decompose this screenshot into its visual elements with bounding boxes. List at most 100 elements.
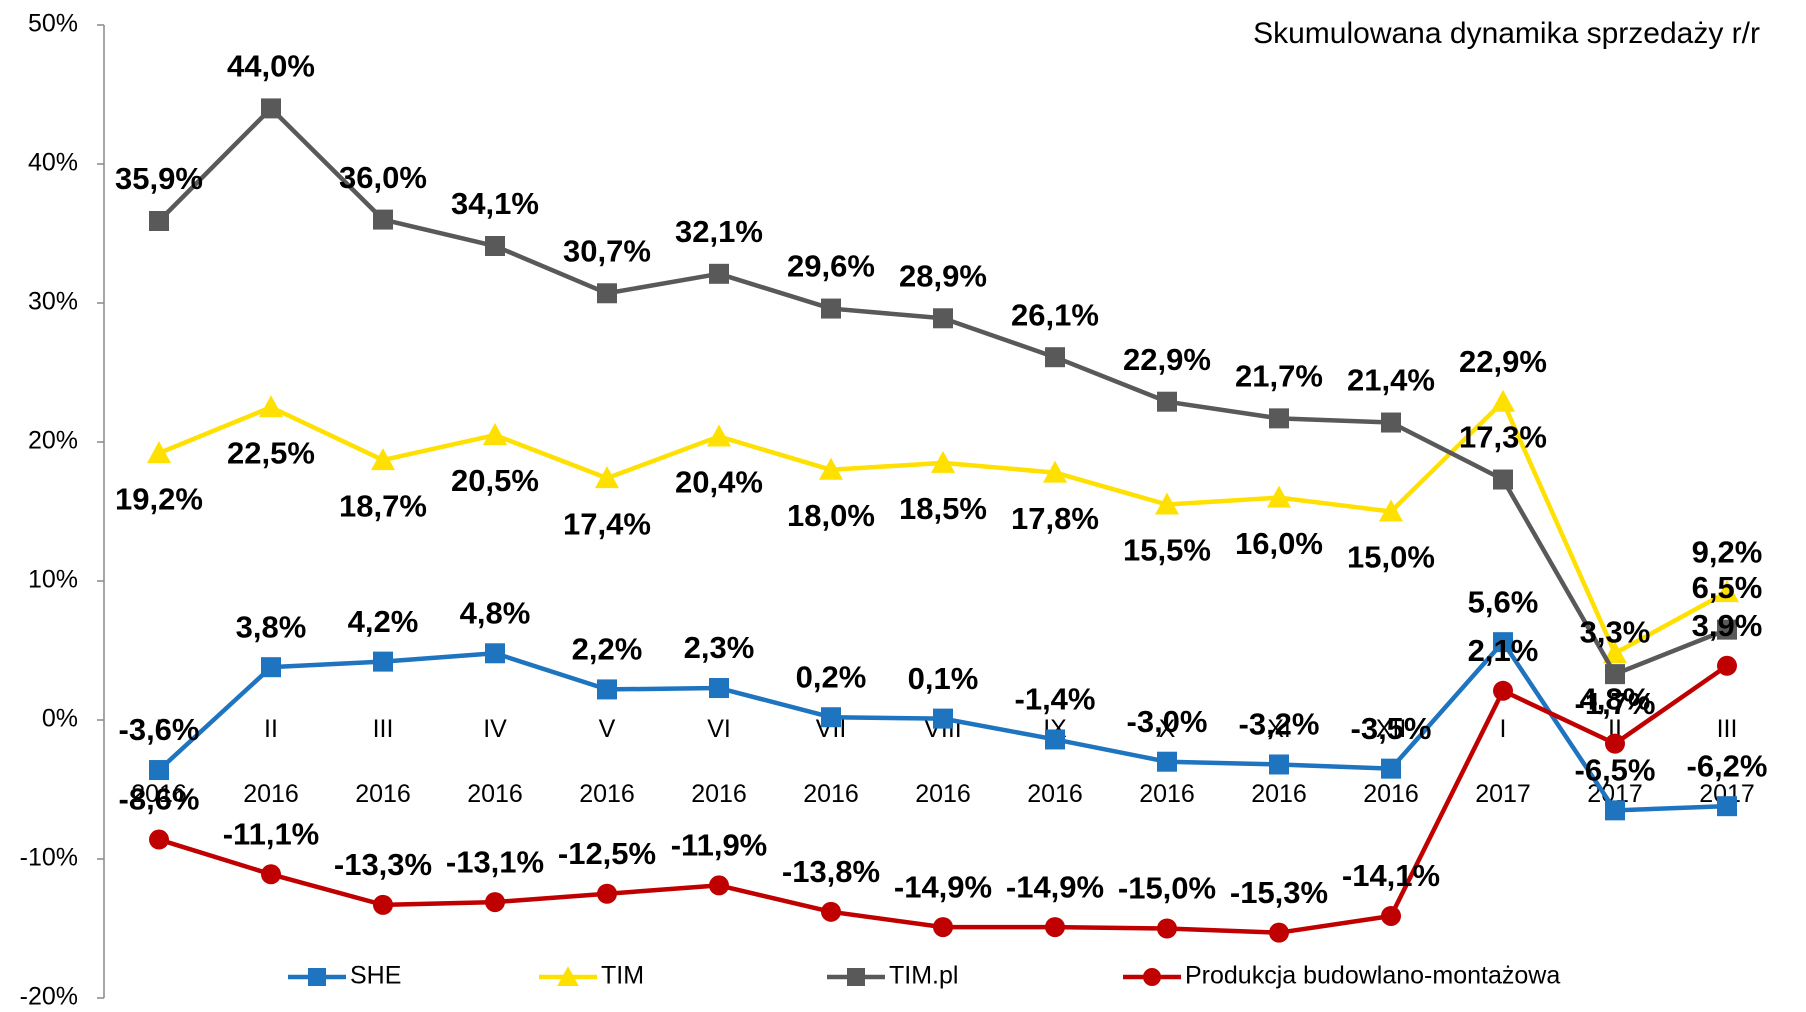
data-label: 22,5% xyxy=(227,435,315,470)
data-label: -15,0% xyxy=(1118,871,1216,906)
data-label: 26,1% xyxy=(1011,297,1099,332)
marker xyxy=(149,760,169,781)
y-tick-label: 30% xyxy=(28,288,78,316)
data-label: 2,1% xyxy=(1468,633,1539,668)
x-tick-label: II 2016 xyxy=(243,715,299,808)
marker xyxy=(261,864,281,885)
x-tick-label: XI 2016 xyxy=(1251,715,1307,808)
x-tick-label: IV 2016 xyxy=(467,715,523,808)
legend-label: SHE xyxy=(350,962,401,990)
data-label: -3,2% xyxy=(1239,707,1320,742)
marker xyxy=(819,457,843,480)
data-label: 21,7% xyxy=(1235,359,1323,394)
marker xyxy=(933,308,953,329)
data-label: 17,3% xyxy=(1459,420,1547,455)
x-tick-label: VII 2016 xyxy=(803,715,859,808)
data-label: 5,6% xyxy=(1468,584,1539,619)
marker xyxy=(147,441,171,464)
data-label: 6,5% xyxy=(1692,570,1763,605)
marker xyxy=(1157,391,1177,412)
marker xyxy=(1605,664,1625,685)
marker xyxy=(1269,754,1289,775)
y-tick-label: 10% xyxy=(28,566,78,594)
y-tick-label: -10% xyxy=(20,844,78,872)
data-label: 4,8% xyxy=(460,595,531,630)
data-label: 15,0% xyxy=(1347,540,1435,575)
marker xyxy=(709,678,729,699)
labels: -3,6% 3,8% 4,2% 4,8% 2,2% 2,3% 0,2% 0,1% -1,4% -3… xyxy=(115,49,1767,910)
marker xyxy=(1715,580,1739,603)
marker xyxy=(1717,655,1737,676)
marker xyxy=(1043,460,1067,483)
y-tick-label: 50% xyxy=(28,10,78,38)
data-label: 36,0% xyxy=(339,160,427,195)
x-tick-label: X 2016 xyxy=(1139,715,1195,808)
data-label: 4,8% xyxy=(1580,681,1651,716)
data-label: 18,7% xyxy=(339,488,427,523)
data-label: -8,6% xyxy=(119,782,200,817)
marker xyxy=(485,643,505,664)
marker xyxy=(597,883,617,904)
legend-marker xyxy=(308,968,326,986)
data-label: 28,9% xyxy=(899,258,987,293)
data-label: 16,0% xyxy=(1235,526,1323,561)
marker xyxy=(821,298,841,319)
legend-label: Produkcja budowlano-montażowa xyxy=(1185,962,1560,990)
y-tick-label: 20% xyxy=(28,427,78,455)
chart-title: Skumulowana dynamika sprzedaży r/r xyxy=(1253,17,1760,50)
data-label: -3,0% xyxy=(1127,704,1208,739)
data-label: 2,3% xyxy=(684,630,755,665)
marker xyxy=(149,210,169,231)
marker xyxy=(1155,492,1179,515)
data-label: 17,8% xyxy=(1011,501,1099,536)
marker xyxy=(1605,800,1625,821)
data-label: 35,9% xyxy=(115,161,203,196)
y-tick-label: 0% xyxy=(42,705,78,733)
legend: SHE TIM TIM.pl Produkcja budowlano-montażow… xyxy=(288,962,1560,990)
x-tick-label: III 2016 xyxy=(355,715,411,808)
legend-label: TIM xyxy=(601,962,644,990)
data-label: -3,6% xyxy=(119,712,200,747)
marker xyxy=(1493,632,1513,653)
marker xyxy=(1267,485,1291,508)
legend-marker xyxy=(847,968,865,986)
x-tick-label: V 2016 xyxy=(579,715,635,808)
data-label: -14,9% xyxy=(1006,869,1104,904)
data-label: 22,9% xyxy=(1459,344,1547,379)
data-label: -3,5% xyxy=(1351,711,1432,746)
data-label: -14,9% xyxy=(894,869,992,904)
marker xyxy=(597,679,617,700)
data-label: -1,7% xyxy=(1575,686,1656,721)
marker xyxy=(1381,905,1401,926)
marker xyxy=(373,209,393,230)
data-label: -14,1% xyxy=(1342,858,1440,893)
data-label: 34,1% xyxy=(451,186,539,221)
marker xyxy=(1157,918,1177,939)
data-label: -6,5% xyxy=(1575,753,1656,788)
marker xyxy=(373,651,393,672)
marker xyxy=(1379,499,1403,522)
marker xyxy=(261,657,281,678)
axes: -20% -10% 0% 10% 20% 30% 40% 50% I 2016 II 2016 III 2… xyxy=(20,10,1755,1011)
marker xyxy=(1493,469,1513,490)
y-tick-label: -20% xyxy=(20,983,78,1011)
marker xyxy=(1157,751,1177,772)
x-tick-label: IX 2016 xyxy=(1027,715,1083,808)
data-label: 15,5% xyxy=(1123,533,1211,568)
marker xyxy=(485,892,505,913)
data-label: -1,4% xyxy=(1015,682,1096,717)
data-label: 29,6% xyxy=(787,249,875,284)
marker xyxy=(1269,922,1289,943)
marker xyxy=(373,894,393,915)
data-label: 21,4% xyxy=(1347,363,1435,398)
data-label: 4,2% xyxy=(348,604,419,639)
marker xyxy=(1493,680,1513,701)
data-label: 32,1% xyxy=(675,214,763,249)
data-label: 3,8% xyxy=(236,609,307,644)
data-label: 30,7% xyxy=(563,233,651,268)
marker xyxy=(1603,641,1627,664)
data-label: 44,0% xyxy=(227,49,315,84)
data-label: 22,9% xyxy=(1123,342,1211,377)
lines xyxy=(147,98,1739,943)
